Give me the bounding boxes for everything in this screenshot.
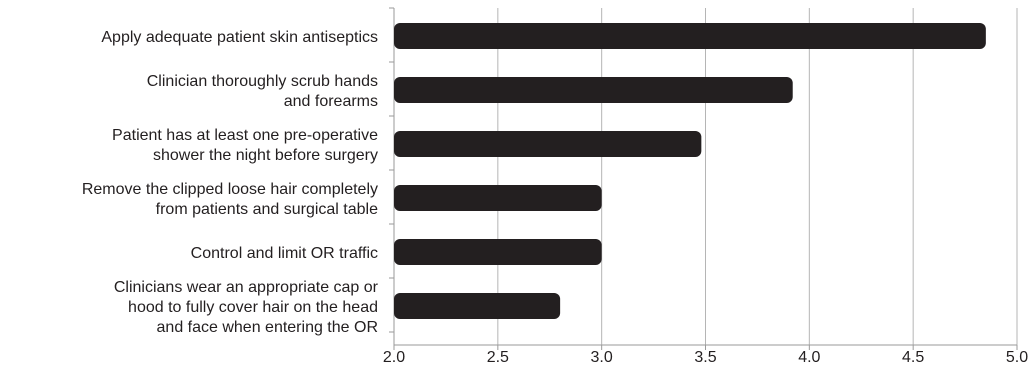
x-tick-label: 4.0	[798, 349, 820, 366]
x-tick-label: 2.5	[487, 349, 509, 366]
category-label: Control and limit OR traffic	[191, 245, 378, 262]
axis-layer	[389, 7, 1018, 350]
category-label-line: Apply adequate patient skin antiseptics	[101, 29, 378, 46]
category-label: Patient has at least one pre-operative sh…	[112, 127, 378, 164]
category-label-line: hood to fully cover hair on the head	[128, 299, 378, 316]
category-label-line: Remove the clipped loose hair completely	[82, 181, 378, 198]
category-label-line: Clinician thoroughly scrub hands	[147, 73, 378, 90]
bar	[394, 185, 602, 211]
x-tick-label: 3.0	[591, 349, 613, 366]
category-label-line: Clinicians wear an appropriate cap or	[114, 279, 379, 296]
category-label-line: and face when entering the OR	[157, 319, 378, 336]
x-tick-label: 2.0	[383, 349, 405, 366]
bar-layer	[394, 23, 986, 319]
category-label: Clinicians wear an appropriate cap or hoo…	[114, 279, 379, 336]
category-label-line: Patient has at least one pre-operative	[112, 127, 378, 144]
category-label: Apply adequate patient skin antiseptics	[101, 29, 378, 46]
x-tick-label: 3.5	[694, 349, 716, 366]
x-tick-label: 4.5	[902, 349, 924, 366]
x-tick-label: 5.0	[1006, 349, 1028, 366]
category-label-line: shower the night before surgery	[153, 147, 378, 164]
category-label-line: and forearms	[284, 93, 378, 110]
category-label: Remove the clipped loose hair completely…	[82, 181, 378, 218]
category-labels: Apply adequate patient skin antiseptics C…	[82, 29, 379, 336]
bar	[394, 239, 602, 265]
bar	[394, 77, 793, 103]
bar	[394, 131, 702, 157]
grid-layer	[497, 8, 1018, 345]
bar	[394, 23, 986, 49]
x-tick-labels: 2.0 2.5 3.0 3.5 4.0 4.5 5.0	[383, 349, 1028, 366]
category-label-line: Control and limit OR traffic	[191, 245, 378, 262]
bar	[394, 293, 561, 319]
category-label: Clinician thoroughly scrub hands and fore…	[147, 73, 378, 110]
category-label-line: from patients and surgical table	[156, 201, 378, 218]
